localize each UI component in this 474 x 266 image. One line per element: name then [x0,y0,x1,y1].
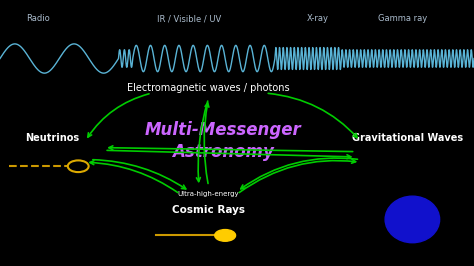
FancyArrowPatch shape [109,146,353,152]
FancyArrowPatch shape [241,158,357,189]
Text: X-ray: X-ray [307,14,328,23]
FancyArrowPatch shape [107,150,351,159]
Text: Gravitational Waves: Gravitational Waves [352,133,463,143]
Text: Electromagnetic waves / photons: Electromagnetic waves / photons [127,83,290,93]
Text: Ultra-high-energy: Ultra-high-energy [178,191,239,197]
Circle shape [68,160,89,172]
FancyArrowPatch shape [88,94,149,137]
FancyArrowPatch shape [239,159,356,193]
Text: Cosmic Rays: Cosmic Rays [172,205,245,215]
FancyArrowPatch shape [196,101,208,182]
Text: Gamma ray: Gamma ray [378,14,428,23]
Text: Multi-Messenger
Astronomy: Multi-Messenger Astronomy [145,121,301,161]
FancyArrowPatch shape [204,103,209,184]
Ellipse shape [385,196,439,243]
Text: Neutrinos: Neutrinos [25,133,79,143]
Text: IR / Visible / UV: IR / Visible / UV [157,14,222,23]
FancyArrowPatch shape [90,161,178,193]
Circle shape [215,230,236,241]
FancyArrowPatch shape [93,160,186,189]
Text: Radio: Radio [26,14,50,23]
FancyArrowPatch shape [268,93,357,138]
